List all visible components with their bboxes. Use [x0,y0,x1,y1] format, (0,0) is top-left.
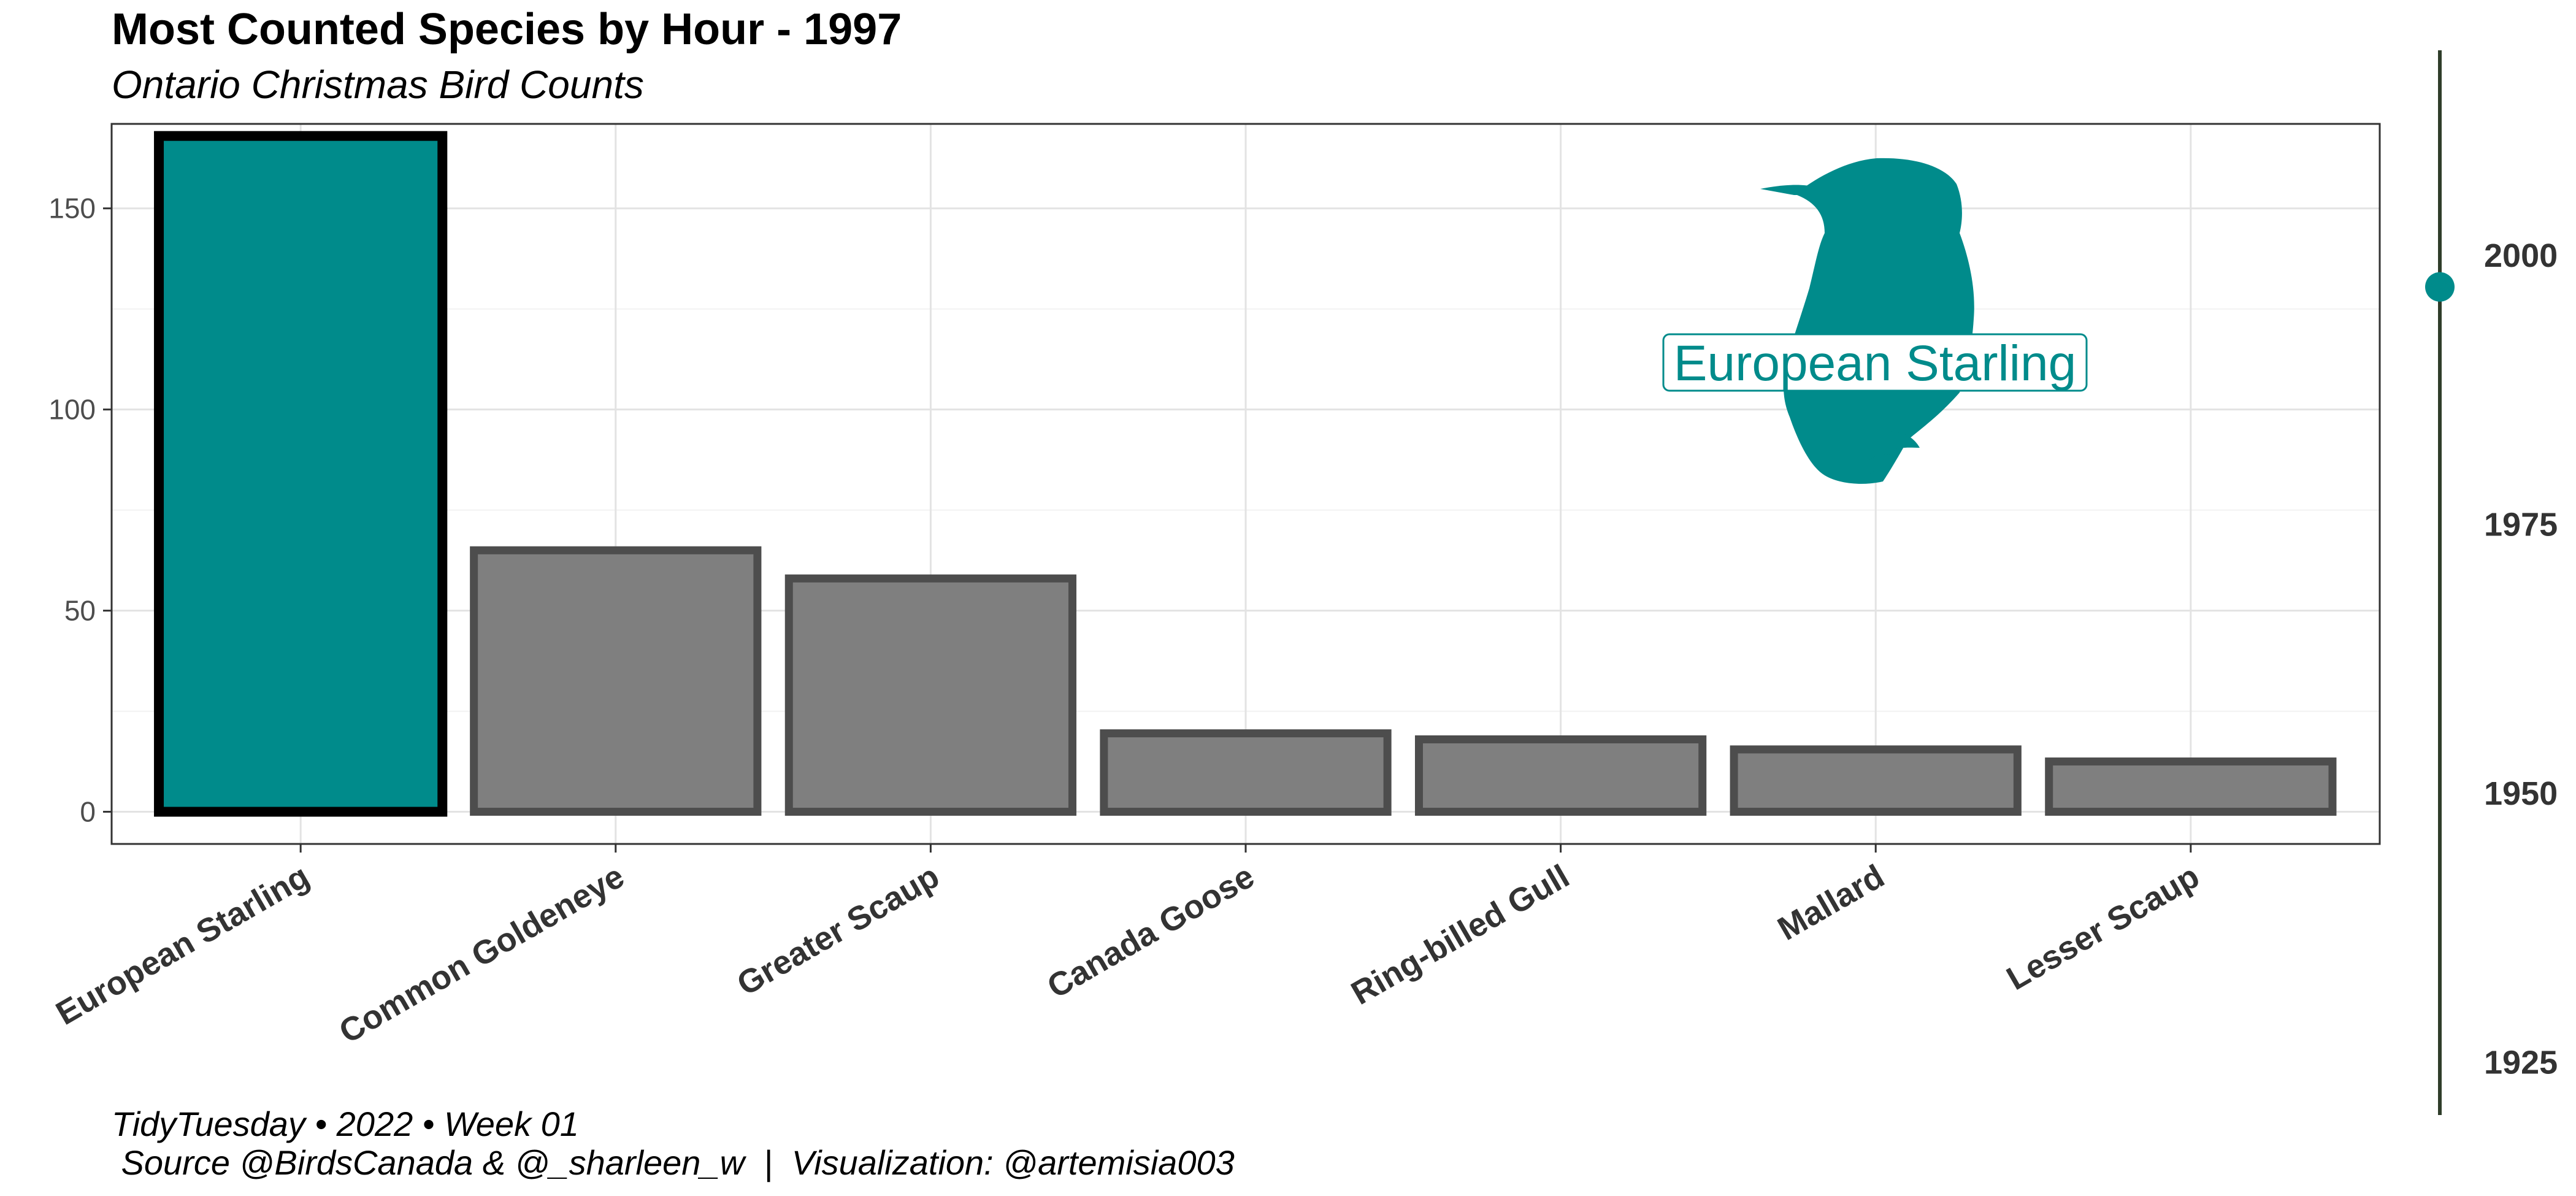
chart-title: Most Counted Species by Hour - 1997 [112,5,902,54]
x-axis: European Starling Common Goldeneye Greater… [50,844,2206,1051]
timeline-year-label: 1950 [2484,775,2558,812]
year-timeline: 1925 1950 1975 2000 [2425,50,2558,1115]
timeline-current-marker [2425,272,2455,302]
caption-line-1: TidyTuesday • 2022 • Week 01 [112,1105,579,1143]
x-tick-label: Greater Scaup [731,857,946,1003]
bar-canada-goose [1100,729,1392,816]
bar-lesser-scaup [2045,757,2337,816]
x-tick-label: Canada Goose [1041,857,1260,1005]
highlight-annotation: European Starling [1662,333,2088,392]
x-tick-label: Common Goldeneye [333,857,631,1051]
caption-line-2: Source @BirdsCanada & @_sharleen_w | Vis… [112,1143,1235,1183]
x-tick-label: Ring-billed Gull [1345,857,1576,1011]
starling-silhouette-icon [1760,158,1974,484]
bar-european-starling [154,131,448,817]
x-tick-label: Lesser Scaup [2001,857,2206,997]
timeline-year-label: 1925 [2484,1044,2558,1081]
bar-greater-scaup [784,574,1077,816]
x-tick-label: Mallard [1771,857,1890,947]
bar-common-goldeneye [470,546,762,816]
bar-mallard [1730,745,2022,816]
plot-panel: European Starling [110,123,2381,845]
annotation-label: European Starling [1674,335,2076,391]
caption: TidyTuesday • 2022 • Week 01 Source @Bir… [112,1105,1235,1183]
annotation-box [1662,333,2088,392]
bar-ring-billed-gull [1414,735,1707,816]
chart-subtitle: Ontario Christmas Bird Counts [112,63,644,107]
timeline-year-label: 1975 [2484,507,2558,543]
y-tick-label: 0 [80,796,96,828]
x-tick-label: European Starling [50,857,315,1032]
y-axis: 0 50 100 150 [48,193,112,828]
y-tick-label: 100 [48,394,96,426]
y-tick-label: 150 [48,193,96,224]
timeline-year-label: 2000 [2484,237,2558,274]
y-tick-label: 50 [64,595,96,627]
bars [154,131,2337,817]
